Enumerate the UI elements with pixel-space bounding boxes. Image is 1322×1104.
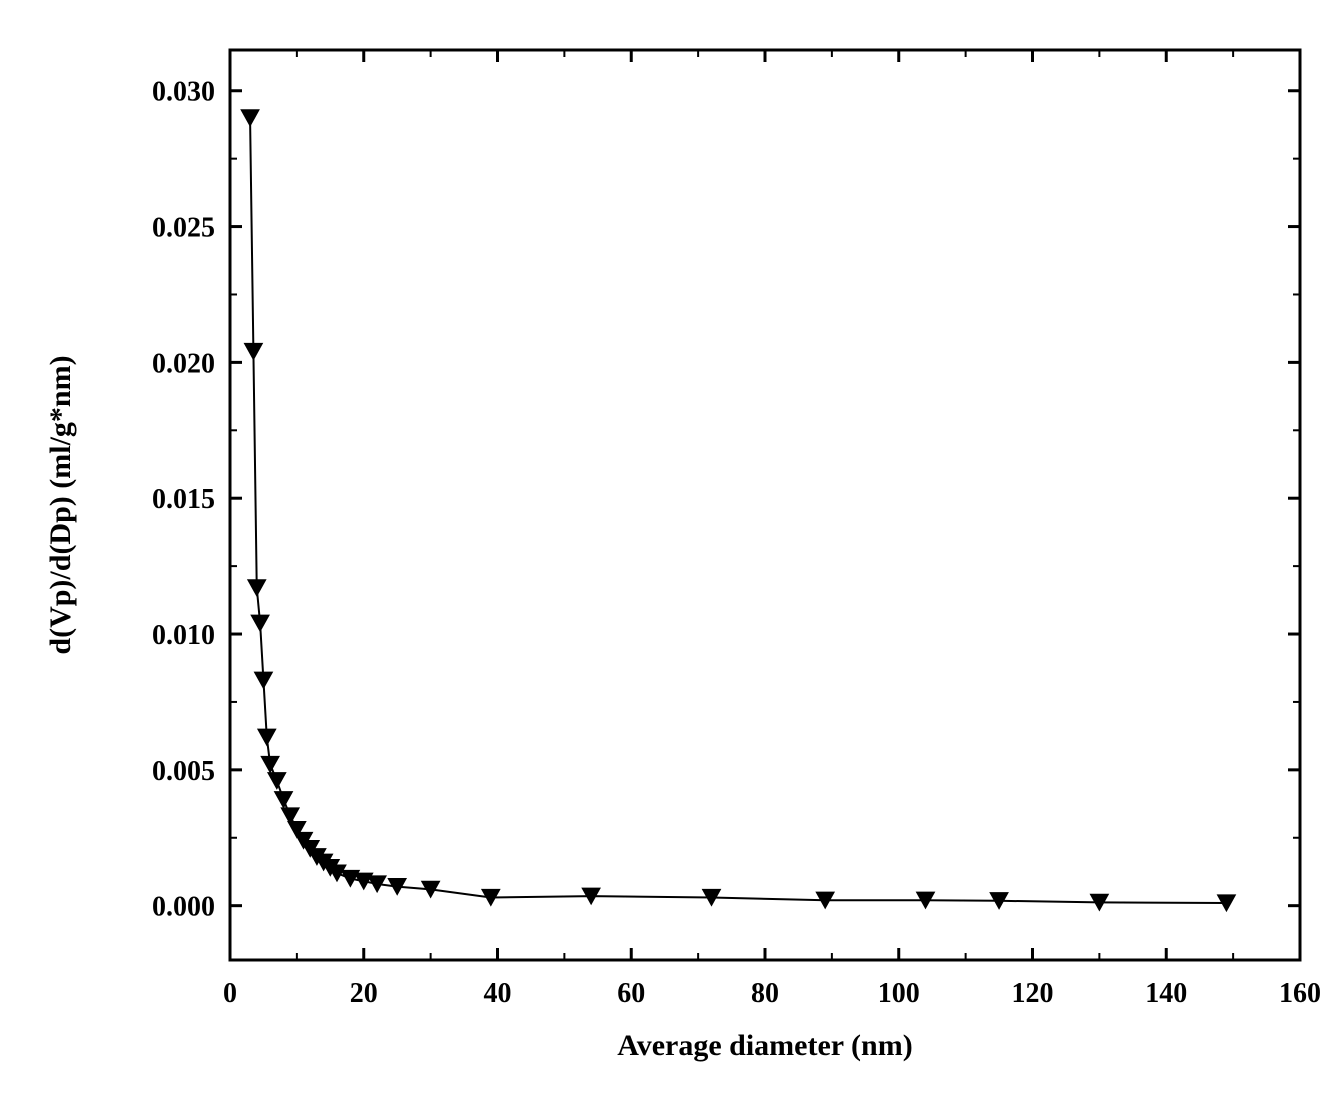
svg-text:0.005: 0.005 <box>152 756 215 787</box>
svg-text:80: 80 <box>751 978 779 1009</box>
pore-distribution-chart: 0 20 40 60 80 100 120 140 160 0.000 0.005 0.010 0.01… <box>20 20 1322 1084</box>
svg-text:0: 0 <box>223 978 237 1009</box>
svg-text:d(Vp)/d(Dp) (ml/g*nm): d(Vp)/d(Dp) (ml/g*nm) <box>44 355 77 654</box>
svg-text:0.020: 0.020 <box>152 348 215 379</box>
svg-text:160: 160 <box>1279 978 1321 1009</box>
svg-text:100: 100 <box>878 978 920 1009</box>
svg-text:40: 40 <box>484 978 512 1009</box>
svg-text:0.030: 0.030 <box>152 77 215 108</box>
svg-text:140: 140 <box>1145 978 1187 1009</box>
svg-text:0.010: 0.010 <box>152 620 215 651</box>
svg-text:120: 120 <box>1012 978 1054 1009</box>
chart-container: 0 20 40 60 80 100 120 140 160 0.000 0.005 0.010 0.01… <box>20 20 1322 1084</box>
svg-text:0.025: 0.025 <box>152 213 215 244</box>
svg-text:0.015: 0.015 <box>152 484 215 515</box>
svg-text:Average diameter (nm): Average diameter (nm) <box>617 1029 912 1062</box>
svg-text:60: 60 <box>617 978 645 1009</box>
svg-text:20: 20 <box>350 978 378 1009</box>
svg-text:0.000: 0.000 <box>152 892 215 923</box>
